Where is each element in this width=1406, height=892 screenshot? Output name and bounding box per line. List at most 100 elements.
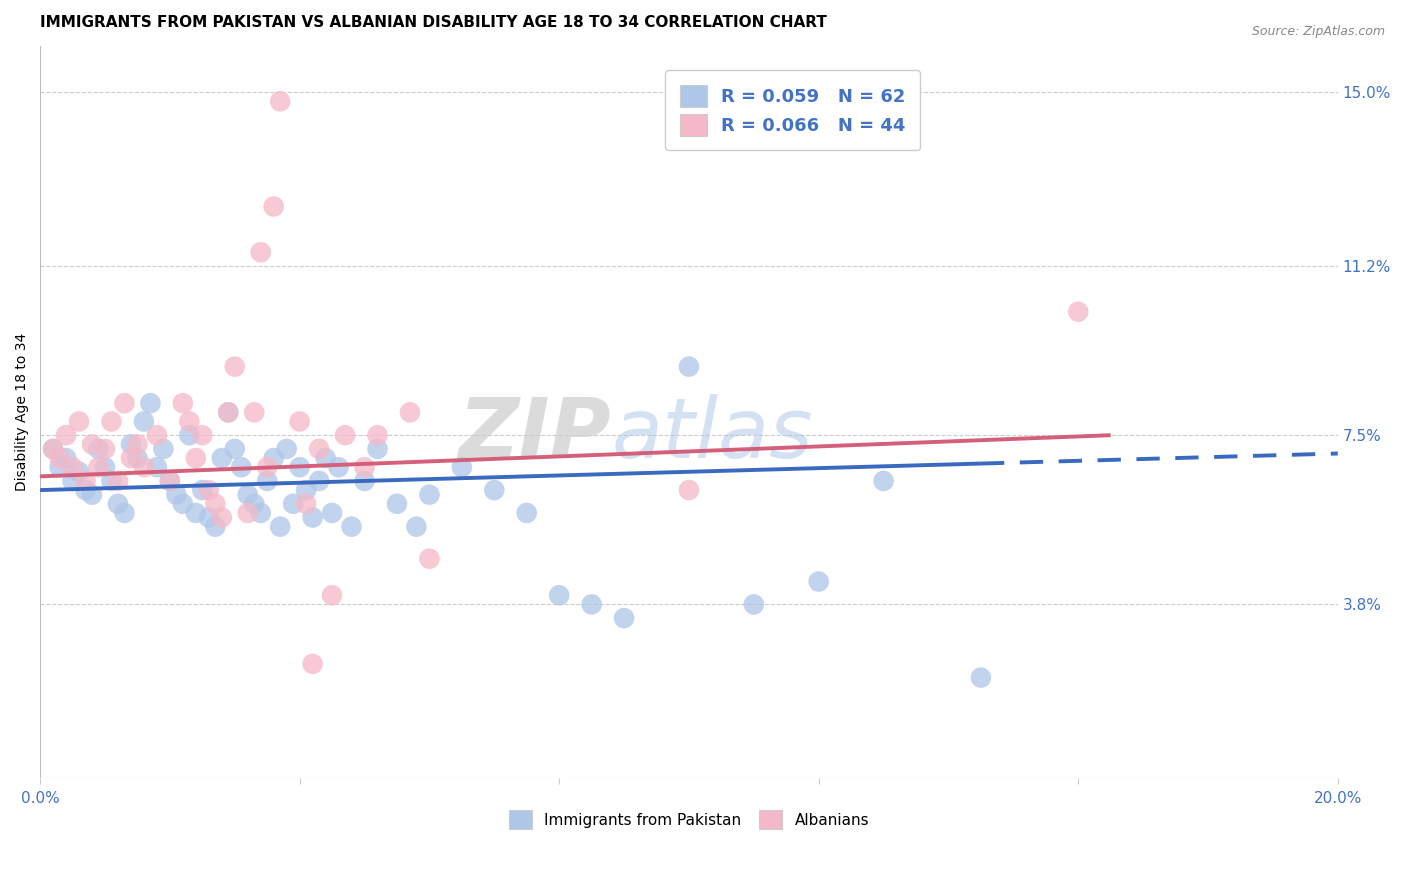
Point xyxy=(75,483,97,497)
Point xyxy=(283,497,305,511)
Point xyxy=(179,415,201,429)
Point xyxy=(308,442,330,456)
Point xyxy=(172,396,194,410)
Point xyxy=(353,474,375,488)
Point xyxy=(42,442,65,456)
Point xyxy=(301,510,323,524)
Point xyxy=(94,460,117,475)
Point xyxy=(146,428,169,442)
Point xyxy=(127,437,149,451)
Point xyxy=(321,588,343,602)
Point xyxy=(62,474,84,488)
Point xyxy=(87,442,110,456)
Point xyxy=(146,460,169,475)
Point xyxy=(132,460,155,475)
Point xyxy=(67,415,90,429)
Point xyxy=(249,245,271,260)
Point xyxy=(450,460,472,475)
Point xyxy=(678,483,700,497)
Point xyxy=(742,598,765,612)
Point xyxy=(179,428,201,442)
Point xyxy=(256,474,278,488)
Point xyxy=(139,396,162,410)
Point xyxy=(184,506,207,520)
Point xyxy=(107,474,129,488)
Point xyxy=(191,428,214,442)
Point xyxy=(970,671,993,685)
Point xyxy=(42,442,65,456)
Point xyxy=(321,506,343,520)
Point xyxy=(159,474,181,488)
Point xyxy=(55,451,77,466)
Point xyxy=(114,396,136,410)
Point xyxy=(678,359,700,374)
Legend: Immigrants from Pakistan, Albanians: Immigrants from Pakistan, Albanians xyxy=(501,803,877,837)
Point xyxy=(295,497,318,511)
Point xyxy=(120,437,142,451)
Point xyxy=(288,415,311,429)
Point xyxy=(385,497,408,511)
Point xyxy=(80,437,103,451)
Point xyxy=(315,451,337,466)
Point xyxy=(249,506,271,520)
Point xyxy=(418,488,440,502)
Point xyxy=(191,483,214,497)
Point xyxy=(263,200,285,214)
Point xyxy=(581,598,603,612)
Point xyxy=(114,506,136,520)
Point xyxy=(132,415,155,429)
Point xyxy=(62,460,84,475)
Point xyxy=(236,506,259,520)
Point xyxy=(353,460,375,475)
Point xyxy=(172,497,194,511)
Point xyxy=(224,442,246,456)
Point xyxy=(107,497,129,511)
Text: atlas: atlas xyxy=(612,393,813,475)
Point xyxy=(276,442,298,456)
Point xyxy=(243,405,266,419)
Point xyxy=(165,488,187,502)
Point xyxy=(198,483,221,497)
Point xyxy=(269,95,291,109)
Point xyxy=(366,442,388,456)
Point xyxy=(48,451,70,466)
Point xyxy=(263,451,285,466)
Point xyxy=(100,415,122,429)
Point xyxy=(333,428,356,442)
Point xyxy=(184,451,207,466)
Point xyxy=(328,460,350,475)
Point xyxy=(484,483,506,497)
Point xyxy=(120,451,142,466)
Point xyxy=(301,657,323,671)
Point xyxy=(48,460,70,475)
Point xyxy=(366,428,388,442)
Point xyxy=(127,451,149,466)
Point xyxy=(55,428,77,442)
Point xyxy=(217,405,239,419)
Point xyxy=(872,474,894,488)
Point xyxy=(516,506,538,520)
Point xyxy=(204,519,226,533)
Point xyxy=(217,405,239,419)
Point xyxy=(224,359,246,374)
Point xyxy=(308,474,330,488)
Point xyxy=(295,483,318,497)
Text: ZIP: ZIP xyxy=(458,393,612,475)
Text: Source: ZipAtlas.com: Source: ZipAtlas.com xyxy=(1251,25,1385,38)
Point xyxy=(405,519,427,533)
Point xyxy=(548,588,571,602)
Point xyxy=(100,474,122,488)
Point xyxy=(256,460,278,475)
Text: IMMIGRANTS FROM PAKISTAN VS ALBANIAN DISABILITY AGE 18 TO 34 CORRELATION CHART: IMMIGRANTS FROM PAKISTAN VS ALBANIAN DIS… xyxy=(41,15,827,30)
Point xyxy=(613,611,636,625)
Y-axis label: Disability Age 18 to 34: Disability Age 18 to 34 xyxy=(15,334,30,491)
Point xyxy=(269,519,291,533)
Point xyxy=(340,519,363,533)
Point xyxy=(211,451,233,466)
Point xyxy=(80,488,103,502)
Point xyxy=(94,442,117,456)
Point xyxy=(204,497,226,511)
Point xyxy=(1067,304,1090,318)
Point xyxy=(152,442,174,456)
Point xyxy=(211,510,233,524)
